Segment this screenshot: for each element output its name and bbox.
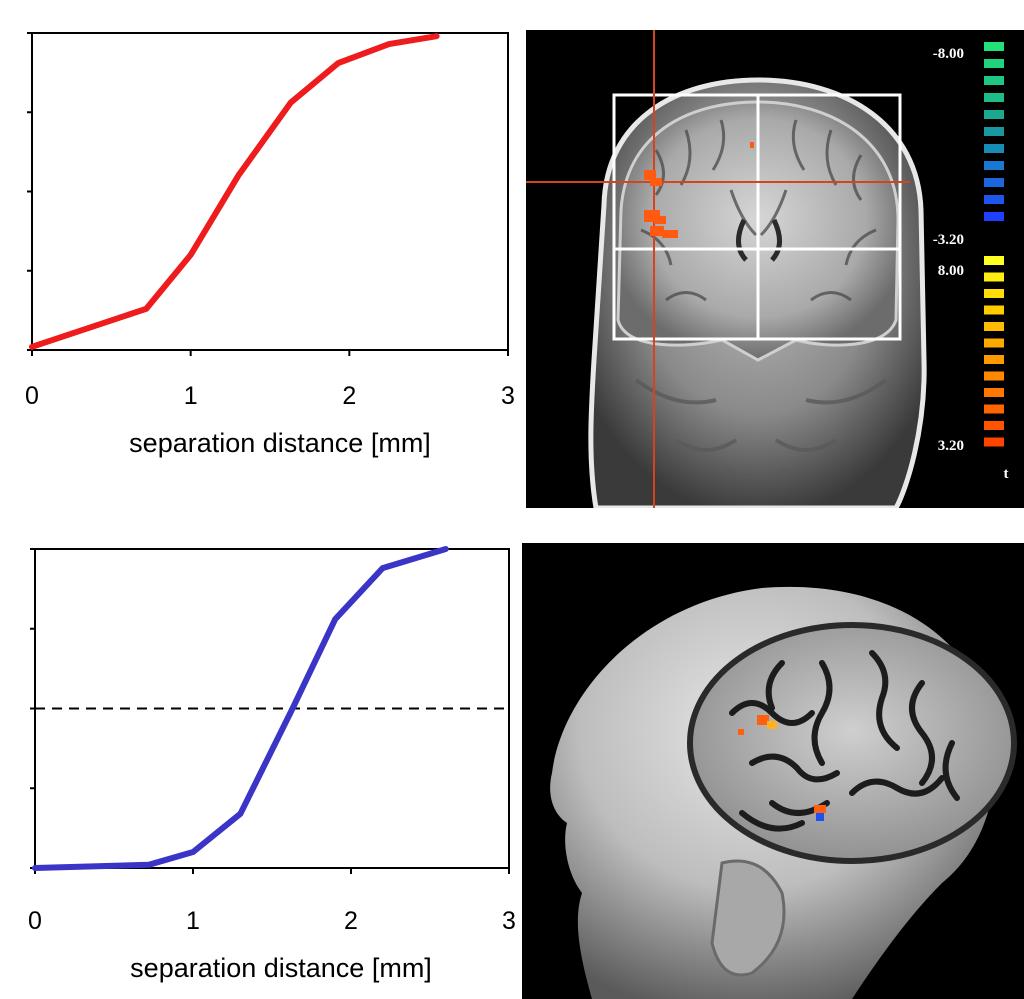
- colorbar-swatch-positive: [984, 289, 1004, 298]
- mri-overlay-grid: [612, 93, 902, 341]
- cortex-window: [687, 622, 1017, 864]
- mri-coronal-slice: -8.00 -3.20 8.00 3.20 t: [526, 30, 1024, 508]
- colorbar-swatch-positive: [984, 256, 1004, 265]
- head-render-image: [550, 586, 1017, 999]
- head-surface-render: [522, 543, 1024, 999]
- chart-top-x-tick-label: 3: [501, 382, 515, 410]
- colorbar-swatch-negative: [984, 161, 1004, 170]
- colorbar-swatch-positive: [984, 388, 1004, 397]
- chart-bottom-marks: [32, 546, 509, 871]
- colorbar-swatch-negative: [984, 59, 1004, 68]
- colorbar-swatch-negative: [984, 110, 1004, 119]
- mri-sulci: [640, 119, 877, 302]
- mri-colorbar: [984, 42, 1004, 447]
- chart-top-x-axis-label: separation distance [mm]: [129, 428, 431, 458]
- colorbar-swatch-positive: [984, 355, 1004, 364]
- colorbar-label-unit: t: [1004, 466, 1009, 482]
- colorbar-swatch-negative: [984, 93, 1004, 102]
- colorbar-swatch-positive: [984, 421, 1004, 430]
- colorbar-swatch-positive: [984, 371, 1004, 381]
- colorbar-label-neg-max: -8.00: [933, 46, 964, 62]
- colorbar-swatch-positive: [984, 338, 1004, 348]
- mri-ventricles: [736, 218, 782, 262]
- chart-bottom-x-tick-label: 1: [186, 907, 200, 935]
- colorbar-label-pos-min: 3.20: [938, 438, 964, 454]
- chart-bottom-x-tick-label: 3: [502, 907, 516, 935]
- chart-top-plot-frame: [31, 32, 509, 351]
- mri-crosshair: [526, 30, 910, 508]
- chart-bottom-series-line-0: [32, 546, 449, 871]
- colorbar-label-neg-min: -3.20: [933, 232, 964, 248]
- colorbar-swatch-negative: [984, 144, 1004, 153]
- line-chart-bottom: 0 1 2 3 separation distance [mm]: [28, 546, 516, 983]
- colorbar-swatch-positive: [984, 437, 1004, 447]
- chart-bottom-axes: 0 1 2 3: [28, 548, 516, 935]
- colorbar-swatch-negative: [984, 212, 1004, 221]
- line-chart-top: 0 1 2 3 separation distance [mm]: [25, 32, 515, 458]
- chart-top-axes: 0 1 2 3: [25, 32, 515, 410]
- mri-lower-structures: [634, 378, 888, 480]
- chart-top-x-tick-label: 0: [25, 382, 39, 410]
- chart-bottom-x-axis-label: separation distance [mm]: [130, 953, 432, 983]
- colorbar-swatch-positive: [984, 305, 1004, 315]
- chart-top-series-line-0: [29, 33, 440, 350]
- colorbar-label-pos-max: 8.00: [938, 263, 964, 279]
- colorbar-swatch-negative: [984, 127, 1004, 136]
- colorbar-swatch-negative: [984, 76, 1004, 85]
- chart-top-marks: [29, 33, 440, 350]
- colorbar-swatch-negative: [984, 178, 1004, 187]
- chart-top-x-tick-label: 2: [342, 382, 356, 410]
- colorbar-swatch-negative: [984, 195, 1004, 204]
- colorbar-swatch-negative: [984, 42, 1004, 51]
- chart-bottom-x-tick-label: 2: [344, 907, 358, 935]
- colorbar-swatch-positive: [984, 404, 1004, 414]
- head-ear: [710, 859, 786, 977]
- mri-slice-image: -8.00 -3.20 8.00 3.20 t: [526, 30, 1009, 508]
- chart-top-x-tick-label: 1: [184, 382, 198, 410]
- colorbar-swatch-positive: [984, 272, 1004, 282]
- head-activation-clusters: [738, 715, 826, 821]
- colorbar-swatch-positive: [984, 322, 1004, 331]
- chart-bottom-x-tick-label: 0: [28, 907, 42, 935]
- mri-activation-clusters: [644, 142, 754, 238]
